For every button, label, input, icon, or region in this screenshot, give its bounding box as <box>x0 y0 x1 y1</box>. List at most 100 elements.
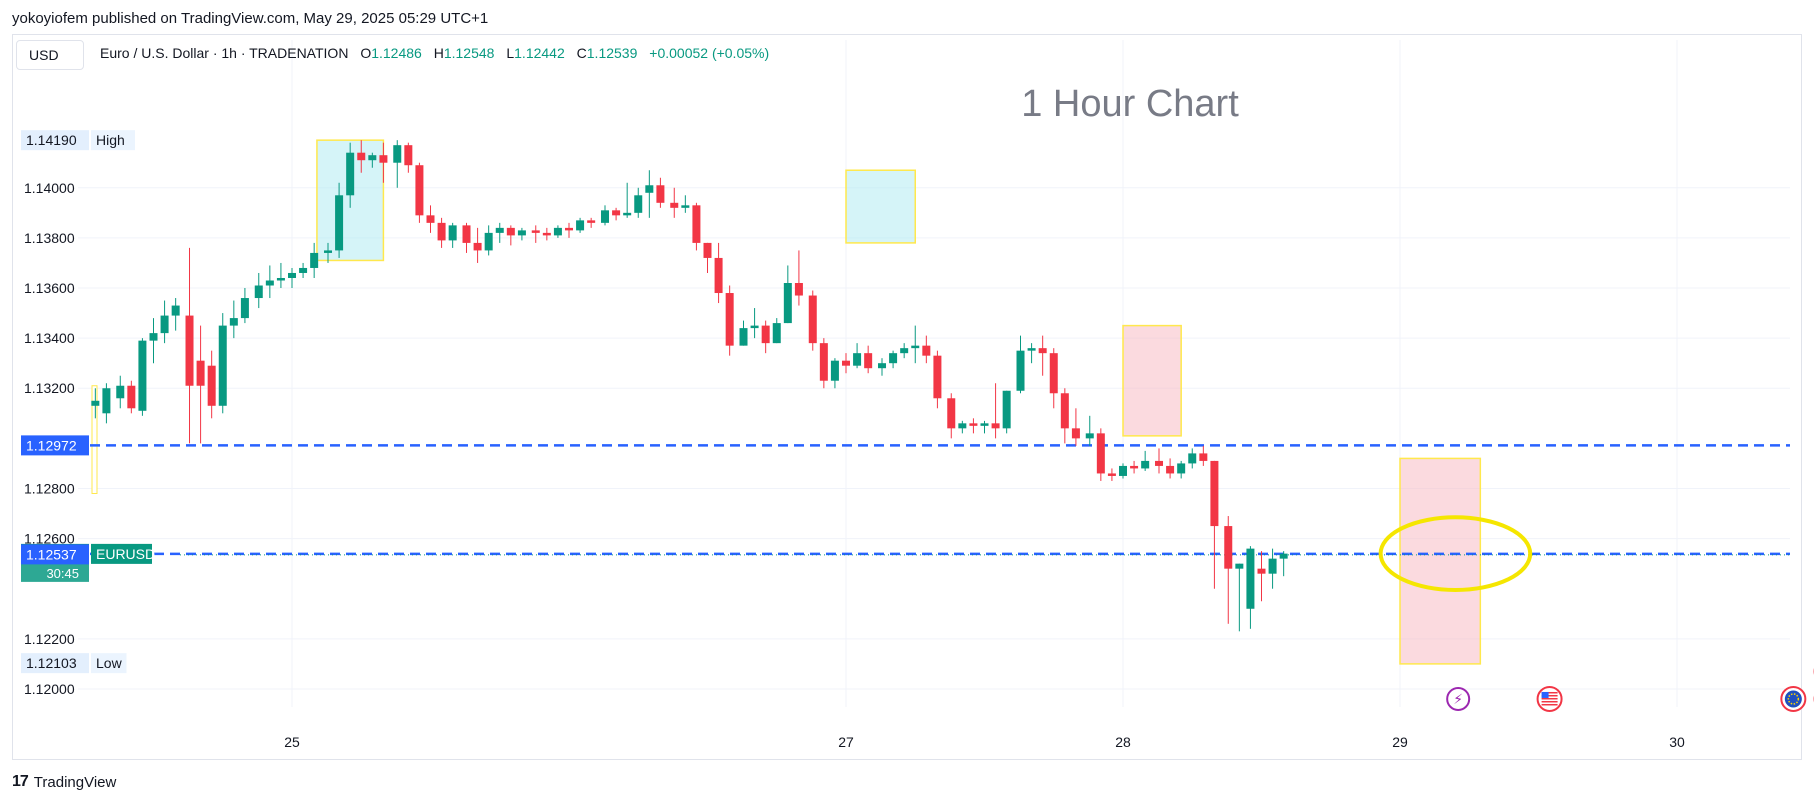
tradingview-brand[interactable]: 17 TradingView <box>12 773 116 791</box>
publisher-caption: yokoyiofem published on TradingView.com,… <box>12 10 489 27</box>
candle-body <box>761 325 770 344</box>
candle-body <box>299 267 308 273</box>
candle-body <box>368 155 377 161</box>
high-value: 1.12548 <box>443 45 495 61</box>
low-value: 1.12442 <box>514 45 565 61</box>
candle-body <box>254 285 263 299</box>
y-tick-label: 1.12200 <box>24 631 75 647</box>
candle-body <box>1107 473 1116 476</box>
candle-body <box>634 195 643 213</box>
bolt-icon <box>1446 686 1471 711</box>
price-tag-text: High <box>96 132 125 148</box>
flag-stripe <box>1541 703 1558 706</box>
candle-body <box>864 353 873 369</box>
candle-body <box>404 145 413 166</box>
price-tag-text: Low <box>96 655 123 671</box>
symbol-description[interactable]: Euro / U.S. Dollar · 1h · TRADENATION <box>100 45 349 61</box>
candle-body <box>276 277 285 281</box>
price-chart[interactable]: ⚡ 2527282930Jun 1.120001.122001.126001.1… <box>0 0 1814 770</box>
candle-body <box>842 360 850 366</box>
open-label: O <box>360 45 372 61</box>
candle-body <box>783 283 792 324</box>
candle-body <box>415 165 424 216</box>
candle-body <box>739 328 748 346</box>
candle-body <box>612 210 621 216</box>
candle-body <box>171 305 180 316</box>
candle-body <box>553 227 562 236</box>
candle-body <box>207 365 216 406</box>
price-badge-text: 1.14190 <box>26 132 77 148</box>
candle-body <box>1268 558 1277 574</box>
highlight-ellipse <box>1378 515 1533 592</box>
candle-body <box>933 355 942 399</box>
candle-body <box>1257 568 1266 574</box>
candle-body <box>160 315 169 334</box>
close-label: C <box>576 45 587 61</box>
candle-body <box>1166 465 1175 474</box>
candle-body <box>1060 393 1069 429</box>
candles <box>91 140 1288 632</box>
currency-selector[interactable]: USD <box>16 40 84 70</box>
candle-body <box>947 398 956 429</box>
change-value: +0.00052 (+0.05%) <box>649 45 770 61</box>
candle-body <box>346 152 355 196</box>
candle-body <box>922 345 931 356</box>
y-tick-label: 1.13600 <box>24 280 75 296</box>
x-tick-label: 25 <box>284 734 300 750</box>
candle-body <box>725 293 734 346</box>
candle-body <box>335 195 344 251</box>
candle-body <box>889 353 898 364</box>
candle-body <box>1027 348 1036 351</box>
candle-body <box>288 272 296 278</box>
candle-body <box>911 345 920 349</box>
candle-body <box>1246 548 1255 609</box>
candle-body <box>1130 465 1139 469</box>
high-label: H <box>433 45 444 61</box>
candle-body <box>506 227 515 236</box>
countdown-text: 30:45 <box>46 566 79 581</box>
candle-body <box>218 325 227 406</box>
candle-body <box>1119 465 1127 476</box>
candle-body <box>1071 428 1080 439</box>
price-badge <box>21 435 89 456</box>
y-tick-label: 1.14000 <box>24 180 75 196</box>
candle-body <box>426 215 435 223</box>
candle-body <box>127 385 136 409</box>
candle-body <box>484 232 493 251</box>
candle-body <box>1235 563 1244 569</box>
candle-body <box>229 318 238 326</box>
candle-body <box>576 220 585 231</box>
y-tick-label: 1.13400 <box>24 330 75 346</box>
candle-body <box>517 230 526 236</box>
y-tick-label: 1.12600 <box>24 531 75 547</box>
candle-body <box>878 363 887 369</box>
candle-body <box>670 202 679 208</box>
chart-frame[interactable] <box>12 34 1802 760</box>
candle-body <box>149 333 158 341</box>
x-tick-label: 28 <box>1115 734 1131 750</box>
x-tick-label: 27 <box>838 734 854 750</box>
candle-body <box>794 283 803 296</box>
countdown-badge <box>21 563 89 582</box>
candle-body <box>1002 390 1011 429</box>
candle-body <box>703 242 712 258</box>
bolt-glyph: ⚡ <box>1453 692 1463 708</box>
candle-body <box>1085 433 1094 439</box>
flag-stripe <box>1541 691 1558 694</box>
symbol-legend: Euro / U.S. Dollar · 1h · TRADENATION O 1… <box>100 45 769 61</box>
eu-flag-stars <box>1787 693 1800 705</box>
candle-body <box>310 252 319 268</box>
candle-body <box>196 360 205 386</box>
candle-body <box>102 388 111 414</box>
candle-body <box>958 423 967 429</box>
highlight-zone <box>845 169 916 244</box>
price-badge <box>21 130 89 151</box>
price-badge-text: 1.12103 <box>26 655 77 671</box>
tradingview-logo-icon: 17 <box>12 773 29 790</box>
annotations <box>1378 515 1533 592</box>
price-badge-text: 1.12972 <box>26 437 77 453</box>
x-tick-label: 29 <box>1392 734 1408 750</box>
price-badge-text: 1.12537 <box>26 546 77 562</box>
candle-body <box>393 145 402 163</box>
candle-body <box>1141 460 1150 469</box>
